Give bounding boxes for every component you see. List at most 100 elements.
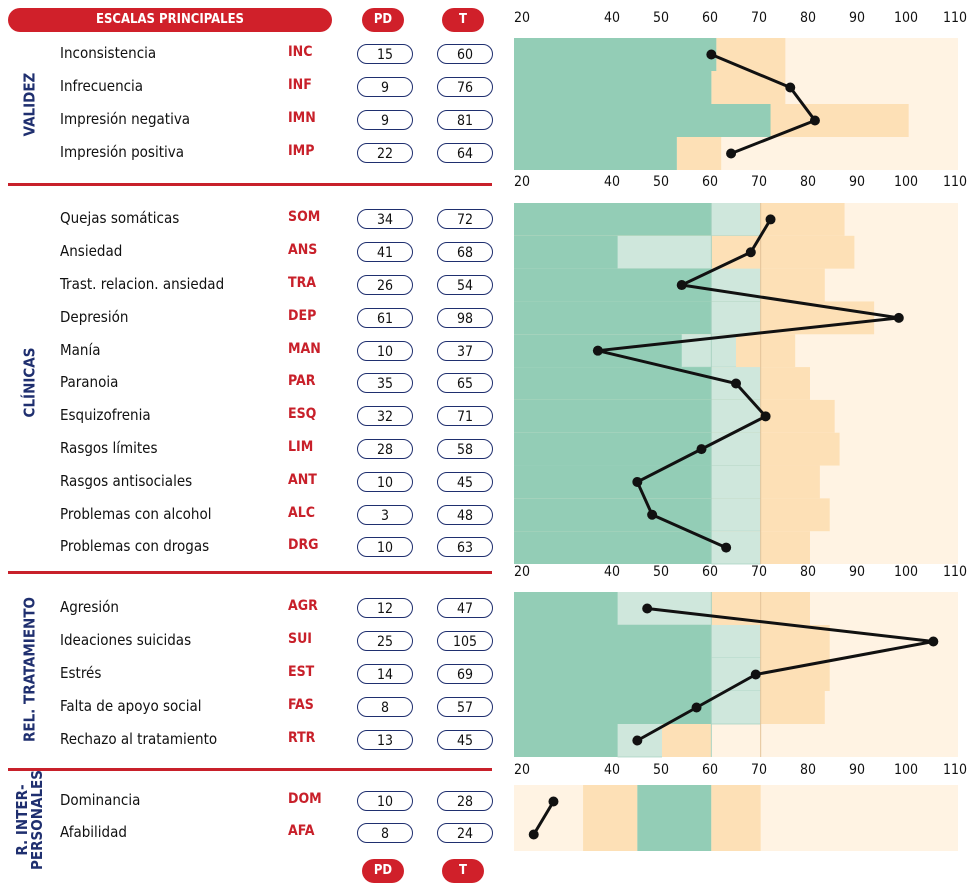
t-score-box: 28 [437,791,493,811]
band-peach [514,334,796,368]
scale-abbr: INF [288,77,312,94]
scale-name: Impresión positiva [60,142,184,161]
pd-score-box: 8 [357,823,413,843]
band-green [514,71,712,104]
x-tick-label: 80 [800,174,816,190]
t-score-box: 58 [437,439,493,459]
band-light-green [514,367,761,400]
scale-abbr: IMP [288,142,315,159]
profile-point [528,829,539,840]
scale-name: Afabilidad [60,823,127,841]
band-green [514,334,682,368]
x-tick-label: 20 [514,564,530,580]
profile-point [676,280,687,291]
band-peach [514,203,845,236]
profile-point [750,669,761,680]
pd-score-box: 15 [357,44,413,65]
scale-name: Problemas con drogas [60,537,210,556]
profile-point [785,82,796,93]
band-peach [514,235,855,269]
band-peach [514,531,810,564]
band-green [514,498,712,532]
scale-name: Impresión negativa [60,110,191,128]
header-title: ESCALAS PRINCIPALES [8,8,332,32]
x-tick-label: 80 [800,762,816,778]
scale-name: Ideaciones suicidas [60,631,192,650]
panel-background [514,592,958,757]
band-light-green [514,658,761,691]
profile-point [765,214,776,225]
scale-abbr: SUI [288,631,312,648]
band-peach [514,399,835,433]
scale-name: Esquizofrenia [60,406,151,425]
profile-point [632,735,643,746]
t-score-box: 72 [437,209,493,230]
band-peach [514,301,875,335]
scale-abbr: DEP [288,307,317,324]
band-peach [514,691,825,724]
profile-point [731,378,741,389]
x-tick-label: 20 [514,174,530,190]
scale-name: Inconsistencia [60,44,157,63]
band-light-green [514,432,761,466]
section-separator [8,768,492,771]
x-tick-label: 90 [849,10,865,26]
scale-abbr: SOM [288,209,321,226]
band-peach [514,367,810,400]
band-light-green [514,498,761,532]
pd-score-box: 12 [357,598,413,619]
x-tick-label: 110 [943,762,967,778]
pd-score-box: 13 [357,729,413,750]
x-tick-label: 90 [849,564,865,580]
x-tick-label: 100 [894,564,918,580]
x-tick-label: 90 [849,762,865,778]
band-light-green [514,301,761,335]
band-peach [514,465,820,499]
x-tick-label: 90 [849,174,865,190]
profile-point [928,636,939,647]
t-score-box: 47 [437,598,493,619]
band-peach [583,785,638,851]
panel-background [514,38,958,170]
section-label: VALIDEZ [20,72,39,137]
footer-pd-label: PD [362,859,404,883]
section-label: REL. TRATAMIENTO [20,596,39,743]
pd-score-box: 34 [357,209,413,230]
band-light-green [514,137,677,170]
x-tick-label: 20 [514,10,530,26]
band-peach [514,38,786,71]
t-score-box: 68 [437,242,493,263]
section-separator [8,183,492,186]
scale-abbr: FAS [288,696,314,713]
scale-abbr: AGR [288,598,318,615]
band-peach [514,104,909,137]
pd-score-box: 61 [357,307,413,328]
pd-score-box: 41 [357,242,413,263]
scale-abbr: DOM [288,791,322,807]
band-light-green [514,71,712,104]
pd-score-box: 9 [357,77,413,98]
pd-score-box: 3 [357,504,413,525]
scale-abbr: PAR [288,373,316,390]
t-score-box: 60 [437,44,493,65]
scale-name: Estrés [60,664,102,682]
pd-score-box: 8 [357,696,413,717]
x-tick-label: 70 [751,174,767,190]
scale-name: Ansiedad [60,242,123,261]
scale-name: Quejas somáticas [60,209,180,228]
profile-point [760,411,771,422]
scale-abbr: AFA [288,823,315,839]
band-green [514,268,712,302]
x-tick-label: 40 [604,564,620,580]
band-green [514,465,712,499]
band-light-green [514,38,717,71]
x-tick-label: 110 [943,174,967,190]
pd-score-box: 10 [357,791,413,811]
scale-name: Rasgos antisociales [60,471,193,490]
scale-name: Agresión [60,598,119,617]
band-green [514,137,677,170]
band-peach [514,432,840,466]
scale-abbr: ALC [288,504,316,521]
band-green [514,691,712,724]
scale-name: Rechazo al tratamiento [60,729,218,748]
